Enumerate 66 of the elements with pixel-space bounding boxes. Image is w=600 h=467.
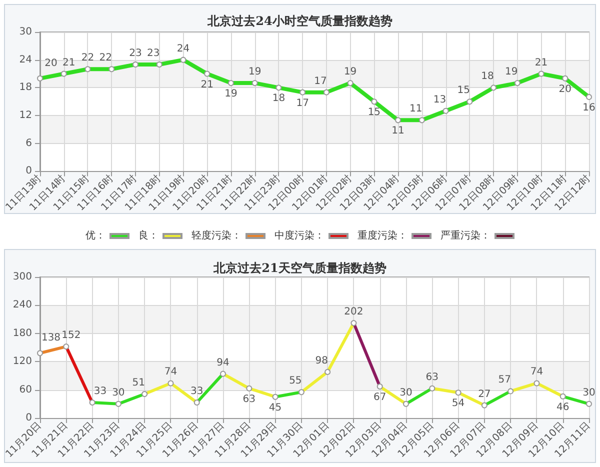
data-label: 54 <box>452 398 465 410</box>
data-label: 30 <box>400 387 412 398</box>
y-tick-label: 60 <box>19 384 32 396</box>
chart-title: 北京过去24小时空气质量指数趋势 <box>206 14 392 28</box>
data-label: 55 <box>289 376 302 387</box>
data-label: 27 <box>478 388 491 400</box>
data-label: 11 <box>410 104 422 115</box>
data-label: 24 <box>176 43 190 54</box>
data-label: 33 <box>94 386 107 397</box>
data-label: 22 <box>81 52 94 64</box>
data-label: 19 <box>505 66 518 78</box>
data-label: 18 <box>481 71 494 82</box>
chart-title: 北京过去21天空气质量指数趋势 <box>212 261 386 275</box>
data-label: 18 <box>272 93 286 104</box>
data-label: 22 <box>99 52 112 64</box>
data-label: 138 <box>41 332 61 344</box>
data-label: 33 <box>190 386 204 397</box>
legend-label: 重度污染： <box>358 230 408 242</box>
data-label: 74 <box>164 366 178 378</box>
data-label: 51 <box>132 378 145 389</box>
data-label: 23 <box>129 48 142 59</box>
data-label: 19 <box>224 88 238 100</box>
data-label: 94 <box>216 357 230 368</box>
data-label: 57 <box>498 374 511 386</box>
data-label: 21 <box>534 57 548 68</box>
legend-label: 轻度污染： <box>192 230 242 242</box>
y-tick-label: 18 <box>19 82 32 94</box>
data-label: 30 <box>112 387 125 398</box>
data-label: 19 <box>248 66 262 78</box>
data-label: 19 <box>344 66 357 78</box>
data-label: 63 <box>242 394 256 405</box>
y-tick-label: 6 <box>26 138 32 149</box>
data-label: 20 <box>558 84 572 95</box>
data-label: 63 <box>426 372 439 383</box>
y-tick-label: 12 <box>19 110 32 122</box>
y-tick-label: 120 <box>12 356 32 368</box>
data-label: 67 <box>373 392 386 404</box>
data-label: 21 <box>62 57 76 68</box>
legend-label: 中度污染： <box>274 230 324 242</box>
y-tick-label: 240 <box>12 300 32 311</box>
data-label: 13 <box>433 94 446 106</box>
legend-label: 良： <box>138 230 158 242</box>
data-label: 17 <box>296 98 309 109</box>
data-label: 17 <box>314 76 327 87</box>
legend-label: 优： <box>86 230 106 242</box>
data-label: 15 <box>457 85 470 96</box>
data-label: 21 <box>200 79 214 90</box>
y-tick-label: 0 <box>26 166 32 177</box>
data-label: 46 <box>556 402 570 413</box>
data-label: 20 <box>44 58 58 69</box>
data-label: 202 <box>344 306 364 318</box>
data-label: 11 <box>392 126 404 137</box>
data-label: 74 <box>530 366 544 378</box>
data-label: 15 <box>368 107 381 118</box>
data-label: 23 <box>146 48 160 59</box>
y-tick-label: 24 <box>19 54 32 66</box>
legend-label: 严重污染： <box>440 230 490 242</box>
y-tick-label: 300 <box>12 272 32 282</box>
y-tick-label: 180 <box>12 328 32 339</box>
y-tick-label: 30 <box>19 26 32 38</box>
y-tick-label: 0 <box>26 412 32 424</box>
data-label: 152 <box>62 330 81 342</box>
data-label: 30 <box>582 387 596 398</box>
data-label: 45 <box>268 402 282 414</box>
data-label: 16 <box>582 102 596 114</box>
data-label: 98 <box>315 355 328 366</box>
